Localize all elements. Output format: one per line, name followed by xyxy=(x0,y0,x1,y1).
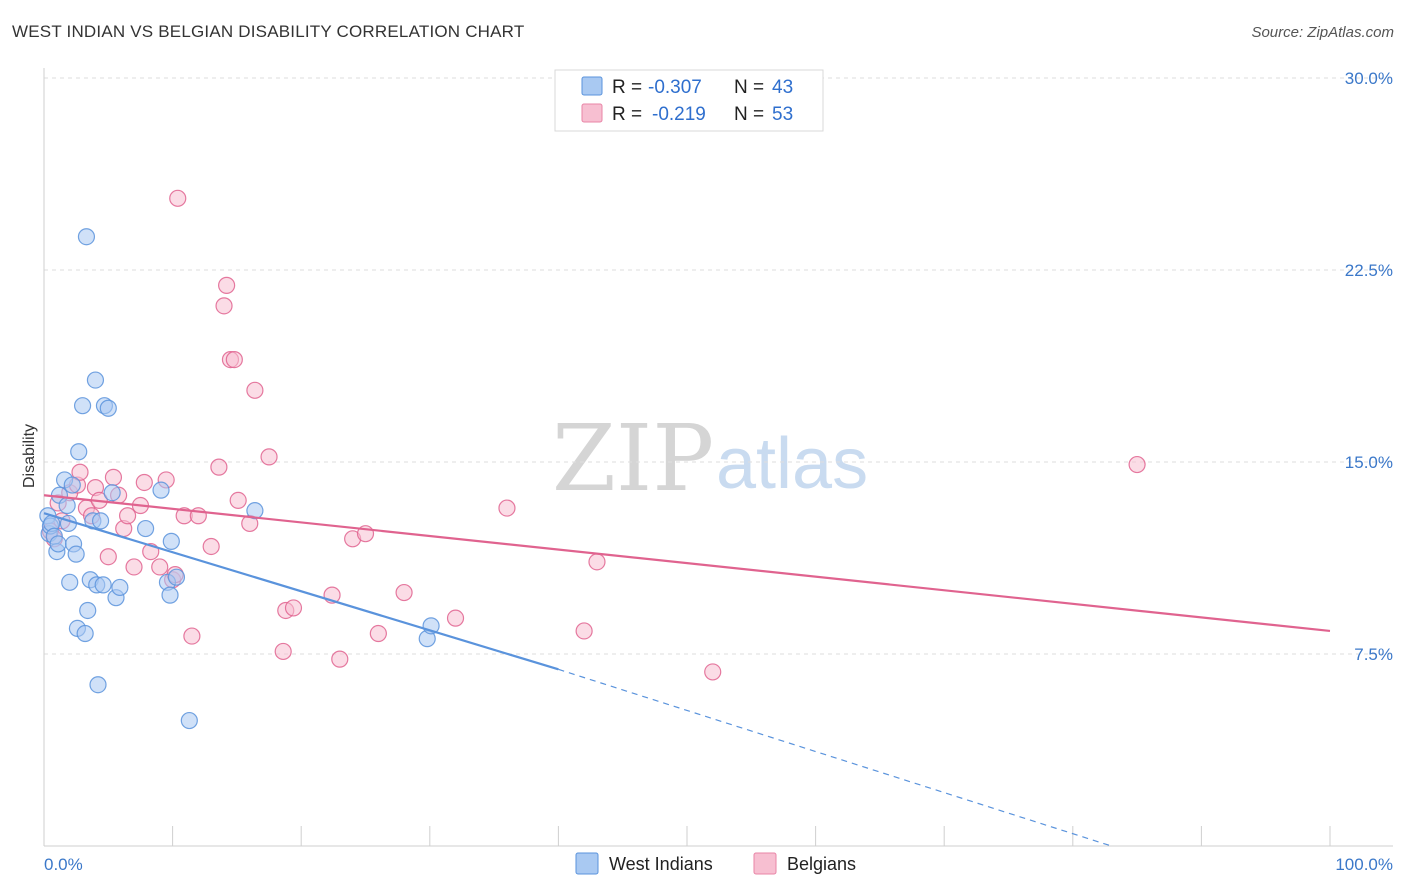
point-west-indians-20 xyxy=(77,228,96,246)
point-belgians-49 xyxy=(575,622,593,640)
point-belgians-30 xyxy=(215,297,233,315)
bottom-legend-swatch-west-indians xyxy=(575,852,599,875)
point-belgians-29 xyxy=(210,458,228,476)
point-belgians-50 xyxy=(588,553,606,571)
point-belgians-34 xyxy=(229,491,247,509)
point-west-indians-23 xyxy=(86,371,105,389)
legend-r-value-west-indians: -0.307 xyxy=(648,77,702,98)
point-belgians-42 xyxy=(331,650,349,668)
legend-n-value-west-indians: 43 xyxy=(772,77,793,98)
legend-r-label-2: R = xyxy=(612,104,642,125)
point-west-indians-9 xyxy=(58,496,76,515)
legend-swatch-west-indians xyxy=(581,76,603,96)
point-west-indians-26 xyxy=(91,512,110,530)
watermark-zip: ZIP xyxy=(552,405,714,512)
point-west-indians-34 xyxy=(152,481,170,499)
legend-n-label-1: N = xyxy=(734,77,764,98)
point-belgians-52 xyxy=(1128,455,1146,474)
chart-title: WEST INDIAN VS BELGIAN DISABILITY CORREL… xyxy=(12,22,525,41)
y-tick-label-2: 22.5% xyxy=(1345,261,1393,280)
point-belgians-24 xyxy=(169,189,187,207)
watermark-atlas: atlas xyxy=(716,424,868,504)
y-tick-label-0: 7.5% xyxy=(1354,645,1393,664)
point-west-indians-39 xyxy=(180,711,198,730)
trend-line-extension-west-indians xyxy=(558,668,1112,847)
legend-n-label-2: N = xyxy=(734,104,764,125)
point-belgians-31 xyxy=(218,276,236,294)
y-tick-label-1: 15.0% xyxy=(1345,453,1393,472)
bottom-legend: West Indians Belgians xyxy=(575,852,856,875)
point-belgians-46 xyxy=(395,583,413,602)
bottom-legend-west-indians: West Indians xyxy=(609,854,713,874)
point-belgians-37 xyxy=(260,448,278,466)
point-west-indians-12 xyxy=(63,476,81,494)
point-west-indians-18 xyxy=(76,624,94,643)
point-belgians-26 xyxy=(183,627,201,645)
point-belgians-20 xyxy=(151,558,169,576)
point-belgians-11 xyxy=(99,548,117,566)
point-west-indians-25 xyxy=(89,676,107,694)
point-belgians-36 xyxy=(246,381,264,399)
point-belgians-6 xyxy=(71,463,89,481)
point-belgians-15 xyxy=(118,507,137,525)
y-axis-title: Disability xyxy=(21,424,38,488)
x-tick-label-0: 0.0% xyxy=(44,855,83,874)
point-belgians-16 xyxy=(125,558,143,576)
source-credit: Source: ZipAtlas.com xyxy=(1251,24,1394,41)
point-west-indians-40 xyxy=(246,502,264,520)
point-belgians-45 xyxy=(369,624,387,643)
point-west-indians-29 xyxy=(99,399,117,417)
x-tick-label-100: 100.0% xyxy=(1335,855,1393,874)
point-west-indians-11 xyxy=(61,573,79,591)
point-belgians-38 xyxy=(274,642,292,661)
point-west-indians-27 xyxy=(94,576,112,594)
legend: R = -0.307 N = 43 R = -0.219 N = 53 xyxy=(554,69,824,132)
point-belgians-28 xyxy=(202,537,220,556)
point-west-indians-36 xyxy=(161,586,179,604)
point-belgians-12 xyxy=(104,468,123,486)
trend-line-belgians xyxy=(43,494,1331,633)
point-belgians-48 xyxy=(498,499,516,517)
bottom-legend-swatch-belgians xyxy=(753,852,777,875)
legend-r-label-1: R = xyxy=(612,77,642,98)
point-west-indians-19 xyxy=(79,601,97,620)
point-west-indians-30 xyxy=(103,484,121,502)
legend-n-value-belgians: 53 xyxy=(772,104,793,125)
trend-lines xyxy=(43,494,1331,847)
point-belgians-33 xyxy=(225,351,243,369)
point-west-indians-33 xyxy=(136,519,155,538)
y-tick-label-3: 30.0% xyxy=(1345,69,1393,88)
point-west-indians-32 xyxy=(111,578,129,597)
point-west-indians-38 xyxy=(167,568,186,586)
point-west-indians-17 xyxy=(73,397,92,415)
point-belgians-47 xyxy=(446,609,465,627)
point-west-indians-37 xyxy=(162,532,180,550)
point-west-indians-6 xyxy=(49,535,67,553)
axes xyxy=(43,68,1393,847)
bottom-legend-belgians: Belgians xyxy=(787,854,856,874)
point-west-indians-14 xyxy=(67,545,85,563)
point-belgians-51 xyxy=(704,663,722,681)
point-belgians-18 xyxy=(135,473,153,492)
trend-line-west-indians xyxy=(43,512,559,671)
point-belgians-40 xyxy=(284,599,303,617)
point-west-indians-16 xyxy=(70,443,88,461)
legend-swatch-belgians xyxy=(581,103,603,123)
legend-r-value-belgians: -0.219 xyxy=(652,104,706,125)
